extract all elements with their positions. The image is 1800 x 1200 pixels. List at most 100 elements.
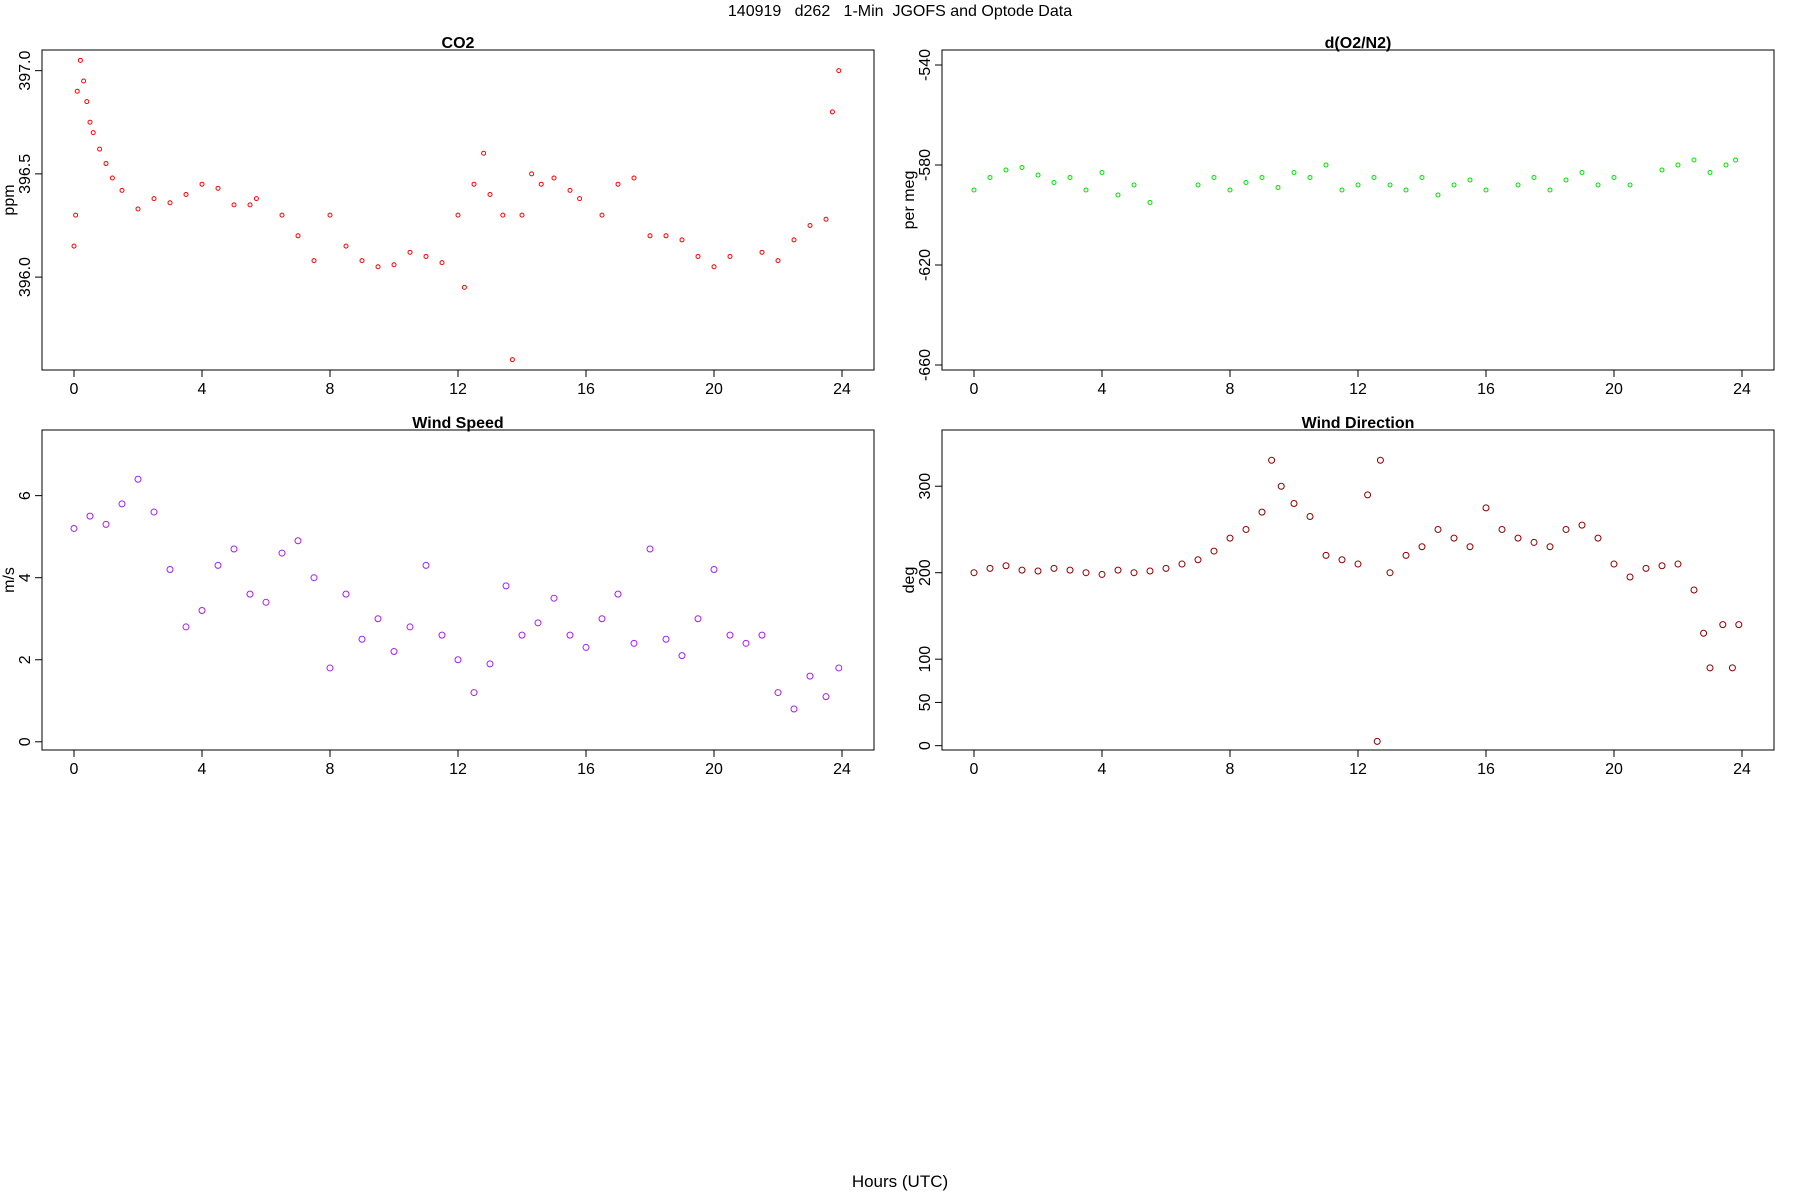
data-point <box>278 549 286 557</box>
data-point <box>391 262 397 268</box>
data-point <box>295 233 301 239</box>
plot-frame <box>941 429 1775 751</box>
data-point <box>1514 534 1522 542</box>
data-point <box>759 249 765 255</box>
data-point <box>631 175 637 181</box>
data-point <box>1611 175 1617 180</box>
data-point <box>1355 182 1361 188</box>
data-point <box>87 119 93 125</box>
data-point <box>375 264 381 270</box>
data-point <box>311 258 317 264</box>
y-tick-label: 396.0 <box>17 257 34 297</box>
data-point <box>1226 534 1234 542</box>
data-point <box>1691 157 1697 163</box>
data-point <box>1003 167 1009 173</box>
data-point <box>461 284 467 290</box>
data-point <box>294 537 302 545</box>
data-point <box>1050 564 1058 572</box>
data-point <box>1323 162 1329 168</box>
data-point <box>1659 167 1665 173</box>
data-point <box>1451 182 1457 188</box>
data-point <box>519 212 525 218</box>
data-point <box>1723 162 1729 168</box>
x-tick-label: 20 <box>705 381 723 398</box>
data-point <box>1483 187 1489 193</box>
data-point <box>550 594 558 602</box>
data-point <box>102 520 110 528</box>
data-point <box>1626 573 1634 581</box>
data-point <box>1131 182 1137 188</box>
data-point <box>150 508 158 516</box>
y-tick-label: 0 <box>917 741 934 750</box>
data-point <box>167 200 173 206</box>
data-point <box>374 615 382 623</box>
data-point <box>166 565 174 573</box>
data-point <box>1258 508 1266 516</box>
x-tick-label: 24 <box>833 381 851 398</box>
data-point <box>279 212 285 218</box>
data-point <box>1728 664 1736 672</box>
y-tick-label: 396.5 <box>17 154 34 194</box>
data-point <box>390 648 398 656</box>
data-point <box>1376 456 1384 464</box>
data-point <box>246 590 254 598</box>
data-point <box>1162 564 1170 572</box>
data-point <box>1387 182 1393 188</box>
data-point <box>1306 512 1314 520</box>
data-point <box>1610 560 1618 568</box>
y-tick-label: 397.0 <box>17 51 34 91</box>
data-point <box>1019 165 1025 170</box>
data-point <box>1690 586 1698 594</box>
data-point <box>1242 525 1250 533</box>
data-point <box>310 574 318 582</box>
data-point <box>439 260 445 266</box>
data-point <box>1434 525 1442 533</box>
data-point <box>81 78 87 84</box>
x-tick-label: 0 <box>970 761 979 778</box>
data-point <box>582 643 590 651</box>
data-point <box>1146 567 1154 575</box>
data-point <box>73 212 79 218</box>
data-point <box>1115 192 1121 198</box>
data-point <box>694 615 702 623</box>
data-point <box>695 253 701 259</box>
x-tick-label: 4 <box>198 761 207 778</box>
data-point <box>423 253 429 259</box>
x-tick-label: 16 <box>577 761 595 778</box>
x-tick-label: 16 <box>1477 381 1495 398</box>
data-point <box>1435 192 1441 198</box>
x-tick-label: 24 <box>1733 761 1751 778</box>
data-point <box>727 253 733 259</box>
y-tick-label: -540 <box>917 49 934 81</box>
data-point <box>835 664 843 672</box>
data-point <box>1268 456 1276 464</box>
panel-title: Wind Speed <box>412 415 503 432</box>
data-point <box>487 192 493 198</box>
data-point <box>1733 157 1739 163</box>
data-point <box>1595 182 1601 188</box>
x-tick-label: 24 <box>833 761 851 778</box>
data-point <box>1403 187 1409 193</box>
data-point <box>1034 567 1042 575</box>
data-point <box>1307 175 1313 180</box>
x-tick-label: 20 <box>705 761 723 778</box>
data-point <box>567 187 573 193</box>
x-tick-label: 24 <box>1733 381 1751 398</box>
data-point <box>806 672 814 680</box>
panel-title: d(O2/N2) <box>1325 35 1392 52</box>
data-point <box>1706 664 1714 672</box>
data-point <box>1658 562 1666 570</box>
y-tick-label: 200 <box>917 559 934 586</box>
data-point <box>1579 170 1585 175</box>
co2-chart: CO2 ppm 0 4 8 12 16 20 24 396.0 396.5 397.0 <box>1 35 875 398</box>
data-point <box>679 237 685 243</box>
data-point <box>359 258 365 264</box>
data-point <box>231 202 237 208</box>
data-point <box>630 639 638 647</box>
data-point <box>646 545 654 553</box>
data-point <box>970 569 978 577</box>
data-point <box>1419 175 1425 180</box>
data-point <box>151 196 157 202</box>
y-axis-label: deg <box>901 567 918 594</box>
